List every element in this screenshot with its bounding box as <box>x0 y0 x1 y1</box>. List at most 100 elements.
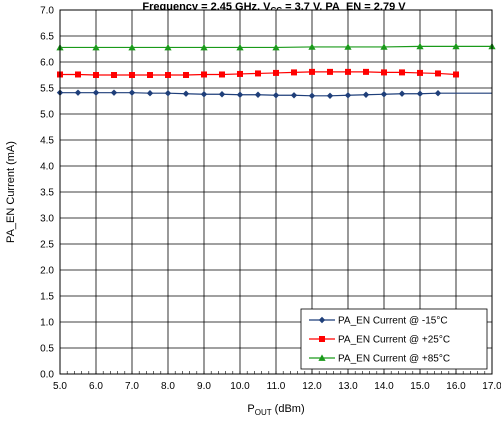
data-point <box>111 72 117 78</box>
x-tick-label: 10.0 <box>230 381 250 392</box>
legend-label: PA_EN Current @ -15°C <box>338 316 448 327</box>
y-tick-label: 6.5 <box>40 32 54 43</box>
data-point <box>344 43 352 50</box>
data-point <box>219 71 225 78</box>
x-tick-label: 8.0 <box>161 381 175 392</box>
y-tick-label: 3.5 <box>40 188 54 199</box>
series-1 <box>57 68 459 78</box>
y-tick-label: 5.0 <box>40 110 54 121</box>
data-point <box>201 71 207 78</box>
data-point <box>453 71 459 78</box>
legend-item: PA_EN Current @ +85°C <box>309 354 450 365</box>
legend-item: PA_EN Current @ +25°C <box>309 335 450 346</box>
data-point <box>236 43 244 51</box>
data-point <box>345 68 351 75</box>
y-tick-label: 7.0 <box>40 6 54 17</box>
x-tick-label: 15.0 <box>410 381 430 392</box>
data-point <box>272 92 280 99</box>
data-point <box>399 69 405 76</box>
x-tick-labels: 5.0 6.0 7.0 8.0 9.0 10.0 11.0 12.0 13.0 14.0 15.0 1… <box>53 381 501 392</box>
x-tick-label: 17.0 <box>482 381 501 392</box>
data-point <box>74 89 82 96</box>
data-point <box>308 43 316 50</box>
x-tick-label: 13.0 <box>338 381 358 392</box>
data-point <box>110 89 118 96</box>
y-tick-label: 4.0 <box>40 162 54 173</box>
data-point <box>200 91 208 98</box>
y-tick-label: 1.5 <box>40 292 54 303</box>
data-point <box>290 92 298 99</box>
x-tick-label: 5.0 <box>53 381 67 392</box>
data-point <box>363 68 369 75</box>
data-point <box>146 90 154 97</box>
x-axis-title: POUT (dBm) <box>247 403 304 417</box>
data-point <box>380 91 388 98</box>
y-tick-label: 5.5 <box>40 84 54 95</box>
legend: PA_EN Current @ -15°C PA_EN Current @ +25… <box>300 308 488 370</box>
data-point <box>380 43 388 50</box>
data-point <box>291 69 297 76</box>
data-point <box>236 91 244 98</box>
data-point <box>417 69 423 76</box>
y-tick-label: 2.5 <box>40 240 54 251</box>
y-tick-label: 4.5 <box>40 136 54 147</box>
y-tick-label: 0.0 <box>40 370 54 381</box>
data-point <box>344 92 352 99</box>
x-tick-label: 14.0 <box>374 381 394 392</box>
data-point <box>381 69 387 76</box>
data-point <box>128 43 136 51</box>
y-tick-label: 3.0 <box>40 214 54 225</box>
legend-marker <box>318 316 326 324</box>
data-point <box>183 72 189 78</box>
x-tick-label: 16.0 <box>446 381 466 392</box>
data-point <box>92 89 100 96</box>
data-point <box>362 91 370 98</box>
data-point <box>128 89 136 96</box>
x-tick-label: 9.0 <box>197 381 211 392</box>
x-tick-label: 7.0 <box>125 381 139 392</box>
series-lines <box>56 42 496 99</box>
data-point <box>182 90 190 97</box>
series-2 <box>56 42 496 51</box>
legend-marker <box>318 354 326 361</box>
x-tick-label: 6.0 <box>89 381 103 392</box>
data-point <box>435 70 441 77</box>
data-point <box>326 92 334 99</box>
data-point <box>309 68 315 75</box>
y-tick-label: 1.0 <box>40 318 54 329</box>
data-point <box>416 42 424 50</box>
data-point <box>164 43 172 51</box>
data-point <box>237 70 243 77</box>
data-point <box>93 72 99 78</box>
y-tick-label: 0.5 <box>40 344 54 355</box>
legend-marker <box>319 336 325 342</box>
legend-label: PA_EN Current @ +25°C <box>338 335 450 346</box>
x-tick-label: 11.0 <box>267 381 286 392</box>
data-point <box>452 42 460 50</box>
legend-label: PA_EN Current @ +85°C <box>338 354 450 365</box>
legend-item: PA_EN Current @ -15°C <box>309 316 448 327</box>
data-point <box>416 90 424 97</box>
data-point <box>147 72 153 78</box>
series-0 <box>56 89 492 99</box>
data-point <box>273 69 279 76</box>
y-tick-labels: 0.0 0.5 1.0 1.5 2.0 2.5 3.0 3.5 4.0 4.5 5.0 5.5 6.0 6… <box>40 6 54 381</box>
data-point <box>75 71 81 78</box>
x-tick-label: 12.0 <box>302 381 322 392</box>
data-point <box>255 70 261 77</box>
data-point <box>164 90 172 97</box>
data-point <box>308 92 316 99</box>
y-axis-title: PA_EN Current (mA) <box>5 141 17 243</box>
data-point <box>398 90 406 97</box>
data-point <box>165 72 171 78</box>
data-point <box>434 90 442 97</box>
data-point <box>254 91 262 98</box>
data-point <box>218 91 226 98</box>
y-tick-label: 2.0 <box>40 266 54 277</box>
data-point <box>129 72 135 78</box>
y-tick-label: 6.0 <box>40 58 54 69</box>
plot-border <box>59 9 493 375</box>
data-point <box>200 43 208 51</box>
